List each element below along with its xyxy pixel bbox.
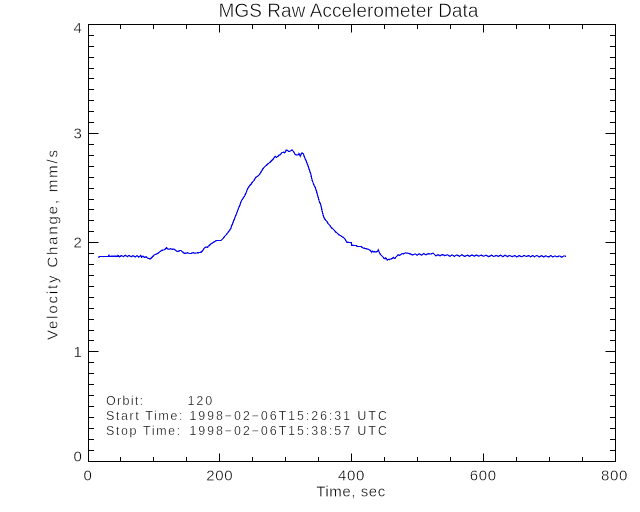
svg-text:MGS Raw Accelerometer Data: MGS Raw Accelerometer Data bbox=[219, 1, 479, 22]
svg-text:Orbit:: Orbit: bbox=[106, 394, 144, 408]
svg-text:200: 200 bbox=[206, 468, 233, 485]
svg-text:4: 4 bbox=[74, 20, 83, 37]
svg-text:1998−02−06T15:38:57 UTC: 1998−02−06T15:38:57 UTC bbox=[189, 424, 388, 438]
svg-text:0: 0 bbox=[84, 468, 93, 485]
svg-text:Velocity Change, mm/s: Velocity Change, mm/s bbox=[45, 148, 62, 340]
svg-text:3: 3 bbox=[74, 125, 83, 142]
svg-text:400: 400 bbox=[338, 468, 365, 485]
svg-text:2: 2 bbox=[74, 235, 83, 252]
svg-text:0: 0 bbox=[74, 449, 83, 466]
svg-text:600: 600 bbox=[470, 468, 497, 485]
svg-text:1: 1 bbox=[74, 344, 83, 361]
svg-text:800: 800 bbox=[601, 468, 628, 485]
svg-text:Start Time:: Start Time: bbox=[106, 409, 184, 423]
svg-text:120: 120 bbox=[188, 394, 215, 408]
svg-text:Stop Time:: Stop Time: bbox=[106, 424, 182, 438]
svg-text:Time, sec: Time, sec bbox=[316, 484, 386, 501]
svg-text:1998−02−06T15:26:31 UTC: 1998−02−06T15:26:31 UTC bbox=[189, 409, 388, 423]
